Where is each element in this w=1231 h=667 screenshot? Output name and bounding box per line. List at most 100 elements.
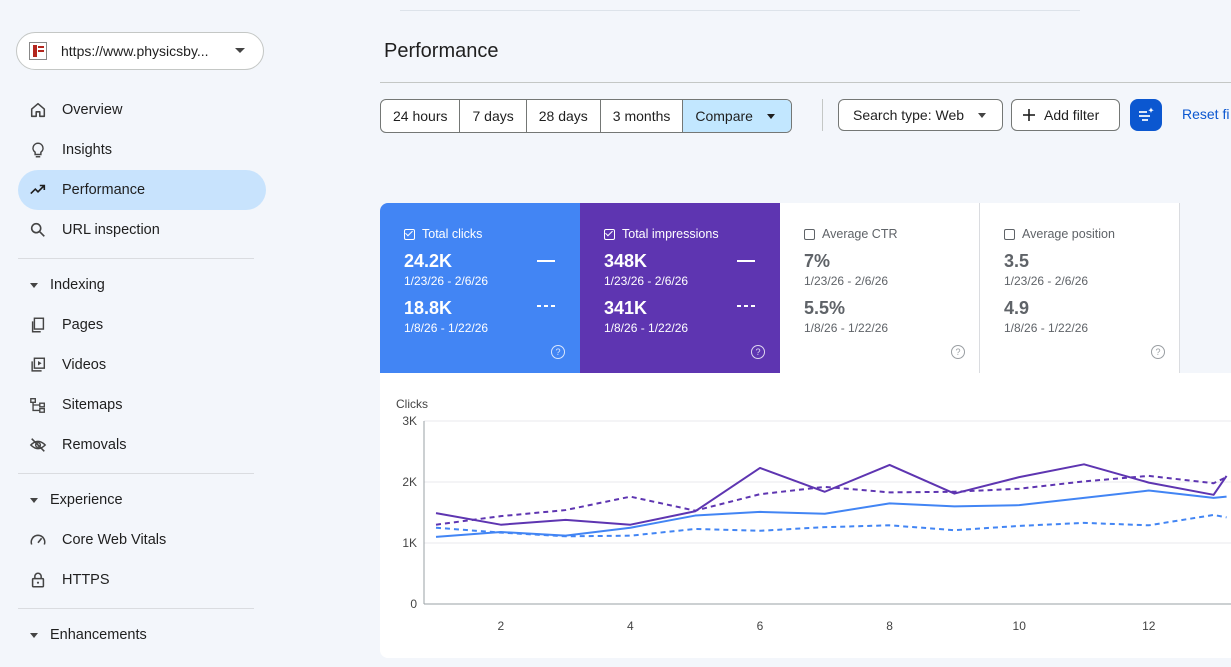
- metric-label: Total impressions: [622, 227, 719, 241]
- section-indexing[interactable]: Indexing: [30, 277, 105, 293]
- section-label: Indexing: [50, 277, 105, 293]
- sidebar-item-core-web-vitals[interactable]: Core Web Vitals: [18, 520, 266, 560]
- section-label: Experience: [50, 492, 123, 508]
- caret-down-icon: [766, 113, 775, 119]
- search-icon: [28, 220, 48, 240]
- checkbox-unchecked-icon[interactable]: [804, 228, 815, 240]
- dashed-line-legend-icon: [537, 305, 555, 307]
- section-label: Enhancements: [50, 627, 147, 643]
- sidebar-item-label: Overview: [62, 102, 123, 118]
- metric-previous-range: 1/8/26 - 1/22/26: [1004, 321, 1089, 335]
- range-28-days[interactable]: 28 days: [527, 100, 601, 132]
- property-selector[interactable]: https://www.physicsby...: [16, 32, 264, 70]
- section-experience[interactable]: Experience: [30, 492, 123, 508]
- metric-cards: Total clicks 24.2K 1/23/26 - 2/6/26 18.8…: [380, 203, 1180, 373]
- sidebar-divider: [18, 608, 254, 609]
- search-type-dropdown[interactable]: Search type: Web: [838, 99, 1003, 131]
- x-tick-label: 8: [886, 619, 893, 633]
- y-tick-label: 2K: [402, 475, 417, 489]
- checkbox-unchecked-icon[interactable]: [1004, 228, 1015, 240]
- trending-up-icon: [28, 180, 48, 200]
- title-divider: [380, 82, 1231, 83]
- top-divider: [400, 10, 1080, 11]
- metric-current-range: 1/23/26 - 2/6/26: [404, 274, 489, 288]
- sidebar-item-pages[interactable]: Pages: [18, 305, 266, 345]
- filter-sparkle-icon: [1137, 106, 1155, 124]
- sidebar-item-https[interactable]: HTTPS: [18, 560, 266, 600]
- metric-current-value: 348K: [604, 251, 648, 271]
- metric-previous-range: 1/8/26 - 1/22/26: [404, 321, 489, 335]
- caret-down-icon: [30, 632, 38, 638]
- sidebar-item-label: URL inspection: [62, 222, 160, 238]
- metric-previous-value: 4.9: [1004, 298, 1030, 318]
- range-24-hours[interactable]: 24 hours: [381, 100, 461, 132]
- x-tick-label: 10: [1013, 619, 1027, 633]
- sidebar-item-label: Videos: [62, 357, 107, 373]
- y-axis-label: Clicks: [396, 397, 428, 411]
- sidebar-item-label: Performance: [62, 182, 146, 198]
- lightbulb-icon: [28, 140, 48, 160]
- metric-previous-range: 1/8/26 - 1/22/26: [604, 321, 689, 335]
- sidebar-item-label: Pages: [62, 317, 104, 333]
- metric-previous-range: 1/8/26 - 1/22/26: [804, 321, 889, 335]
- series-line-impressions_current: [435, 463, 1228, 526]
- add-filter-label: Add filter: [1044, 107, 1100, 123]
- x-tick-label: 12: [1142, 619, 1156, 633]
- range-7-days[interactable]: 7 days: [460, 100, 527, 132]
- metric-current-value: 24.2K: [404, 251, 453, 271]
- help-icon[interactable]: ?: [951, 345, 965, 359]
- help-icon[interactable]: ?: [751, 345, 765, 359]
- video-library-icon: [28, 355, 48, 375]
- y-tick-label: 3K: [402, 414, 417, 428]
- section-enhancements[interactable]: Enhancements: [30, 627, 147, 643]
- date-range-selector: 24 hours 7 days 28 days 3 months Compare: [380, 99, 792, 133]
- help-icon[interactable]: ?: [551, 345, 565, 359]
- series-line-impressions_previous: [435, 474, 1227, 526]
- metric-previous-value: 5.5%: [804, 298, 846, 318]
- visibility-off-icon: [28, 435, 48, 455]
- sidebar-divider: [18, 473, 254, 474]
- search-type-label: Search type: Web: [853, 107, 965, 123]
- speed-gauge-icon: [28, 530, 48, 550]
- sidebar-item-overview[interactable]: Overview: [18, 90, 266, 130]
- home-icon: [28, 100, 48, 120]
- pages-icon: [28, 315, 48, 335]
- sidebar-item-label: Removals: [62, 437, 127, 453]
- metric-card-average-ctr[interactable]: Average CTR 7% 1/23/26 - 2/6/26 5.5% 1/8…: [780, 203, 980, 373]
- property-url: https://www.physicsby...: [61, 43, 209, 59]
- sidebar-item-performance[interactable]: Performance: [18, 170, 266, 210]
- reset-filters-link[interactable]: Reset fi: [1182, 106, 1230, 122]
- sidebar-item-insights[interactable]: Insights: [18, 130, 266, 170]
- add-filter-button[interactable]: Add filter: [1011, 99, 1120, 131]
- sidebar: https://www.physicsby... Overview Insigh…: [0, 0, 280, 667]
- filter-settings-button[interactable]: [1130, 99, 1162, 131]
- help-icon[interactable]: ?: [1151, 345, 1165, 359]
- range-3-months[interactable]: 3 months: [601, 100, 684, 132]
- metric-current-range: 1/23/26 - 2/6/26: [804, 274, 889, 288]
- metric-card-average-position[interactable]: Average position 3.5 1/23/26 - 2/6/26 4.…: [980, 203, 1180, 373]
- metric-card-total-impressions[interactable]: Total impressions 348K 1/23/26 - 2/6/26 …: [580, 203, 780, 373]
- solid-line-legend-icon: [737, 260, 755, 262]
- toolbar-separator: [822, 99, 823, 131]
- sidebar-item-label: Core Web Vitals: [62, 532, 167, 548]
- metric-label: Average CTR: [822, 227, 898, 241]
- plus-icon: [1022, 108, 1036, 122]
- sidebar-item-url-inspection[interactable]: URL inspection: [18, 210, 266, 250]
- sidebar-item-videos[interactable]: Videos: [18, 345, 266, 385]
- sidebar-item-removals[interactable]: Removals: [18, 425, 266, 465]
- page-title: Performance: [384, 40, 499, 62]
- metric-previous-value: 18.8K: [404, 298, 453, 318]
- chevron-down-icon: [235, 48, 245, 53]
- metric-card-total-clicks[interactable]: Total clicks 24.2K 1/23/26 - 2/6/26 18.8…: [380, 203, 580, 373]
- sidebar-item-sitemaps[interactable]: Sitemaps: [18, 385, 266, 425]
- sitemap-icon: [28, 395, 48, 415]
- compare-label: Compare: [695, 108, 753, 124]
- caret-down-icon: [978, 112, 987, 118]
- checkbox-checked-icon[interactable]: [604, 228, 615, 240]
- dashed-line-legend-icon: [737, 305, 755, 307]
- sidebar-item-label: Insights: [62, 142, 112, 158]
- metric-previous-value: 341K: [604, 298, 648, 318]
- checkbox-checked-icon[interactable]: [404, 228, 415, 240]
- performance-chart[interactable]: Clicks 0 1K 2K 3K 2 4 6 8 10 12: [380, 373, 1231, 658]
- compare-dropdown[interactable]: Compare: [683, 100, 791, 132]
